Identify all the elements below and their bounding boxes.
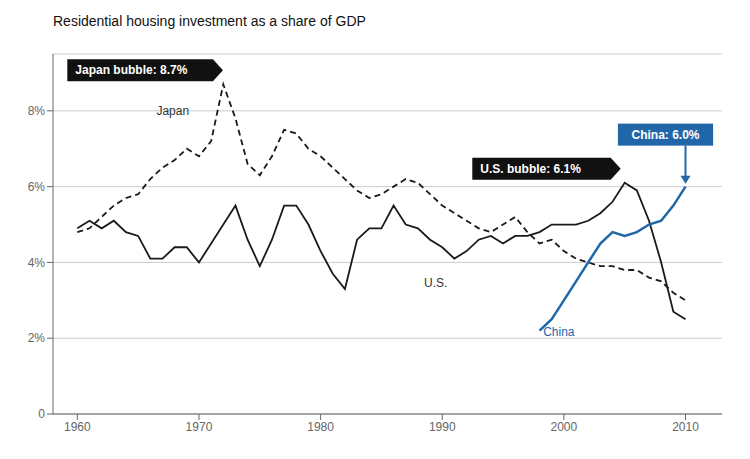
svg-text:2000: 2000 [551,420,578,434]
html-text:Residential housing investment: Residential housing investment as a shar… [53,13,366,29]
svg-text:2%: 2% [28,331,46,345]
svg-text:1990: 1990 [429,420,456,434]
svg-text:0: 0 [38,407,45,421]
svg-text:2010: 2010 [672,420,699,434]
svg-text:Japan: Japan [156,104,189,118]
svg-text:6%: 6% [28,180,46,194]
svg-text:8%: 8% [28,104,46,118]
svg-text:U.S.: U.S. [424,276,447,290]
svg-text:Japan bubble: 8.7%: Japan bubble: 8.7% [75,63,187,77]
svg-text:U.S. bubble: 6.1%: U.S. bubble: 6.1% [480,162,581,176]
svg-text:4%: 4% [28,256,46,270]
svg-text:China: China [543,325,575,339]
svg-text:China: 6.0%: China: 6.0% [632,128,700,142]
svg-text:1960: 1960 [64,420,91,434]
svg-text:1980: 1980 [307,420,334,434]
svg-text:1970: 1970 [186,420,213,434]
